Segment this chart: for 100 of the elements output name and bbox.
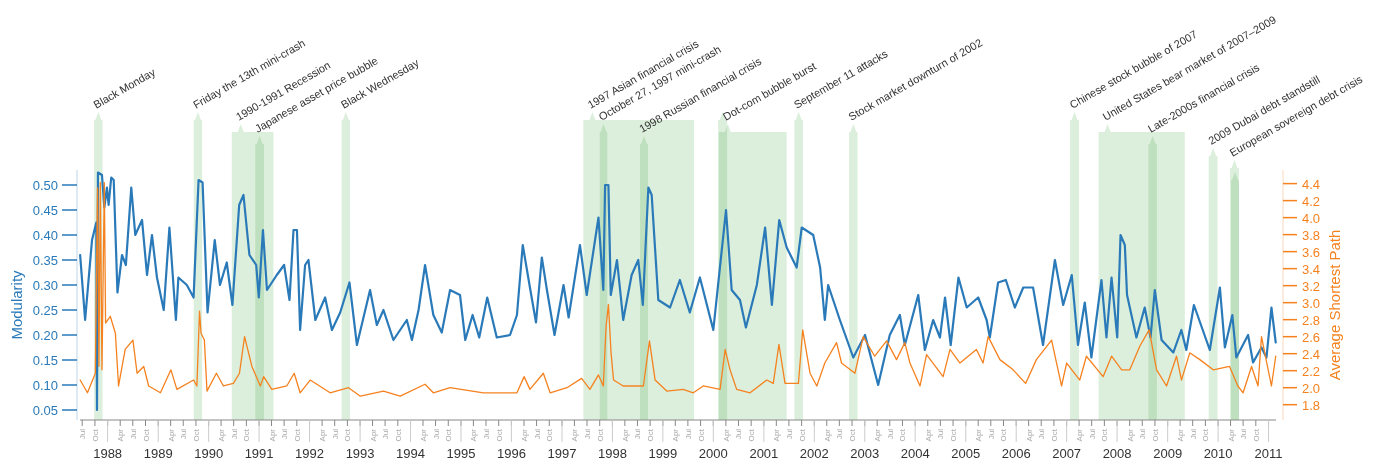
x2-tick-label: 2006 <box>1001 446 1031 461</box>
x-tick-label: Oct <box>1150 428 1160 442</box>
x-tick-label: Jul <box>936 428 946 440</box>
y2-tick-label: 2.4 <box>1302 346 1321 362</box>
y-tick-label: 0.30 <box>32 278 58 293</box>
x-tick-label: Jul <box>683 428 693 440</box>
x-tick-label: Apr <box>923 428 933 442</box>
x-tick-label: Jul <box>1188 428 1198 440</box>
x2-tick-label: 1997 <box>547 446 577 461</box>
x2-tick-label: 1999 <box>648 446 678 461</box>
x-tick-label: Jul <box>330 428 340 440</box>
x-tick-label: Jul <box>633 428 643 440</box>
x-tick-label: Jul <box>1037 428 1047 440</box>
x2-tick-label: 2005 <box>951 446 981 461</box>
x-tick-label: Jul <box>734 428 744 440</box>
x-tick-label: Oct <box>545 428 555 442</box>
x-tick-label: Jul <box>532 428 542 440</box>
x-tick-label: Apr <box>519 428 529 442</box>
y2-tick-label: 4.0 <box>1302 210 1321 226</box>
y2-tick-label: 3.2 <box>1302 278 1321 294</box>
y2-tick-label: 2.2 <box>1302 363 1321 379</box>
x2-tick-label: 2011 <box>1254 446 1283 461</box>
x-tick-label: Oct <box>696 428 706 442</box>
x2-tick-label: 2000 <box>698 446 728 461</box>
x2-tick-label: 1993 <box>345 446 375 461</box>
y-tick-label: 0.45 <box>32 203 58 218</box>
x-tick-label: Oct <box>1100 428 1110 442</box>
x-tick-label: Apr <box>873 428 883 442</box>
x-tick-label: Oct <box>797 428 807 442</box>
x-tick-label: Jul <box>381 428 391 440</box>
x-tick-label: Apr <box>721 428 731 442</box>
x-tick-label: Oct <box>747 428 757 442</box>
x2-tick-label: 2009 <box>1153 446 1183 461</box>
x-tick-label: Jul <box>179 428 189 440</box>
x2-tick-label: 2010 <box>1203 446 1233 461</box>
x-tick-label: Jul <box>1138 428 1148 440</box>
x-tick-label: Oct <box>393 428 403 442</box>
x2-tick-label: 2008 <box>1102 446 1132 461</box>
x2-tick-label: 2001 <box>749 446 779 461</box>
x2-tick-label: 2004 <box>900 446 930 461</box>
x-tick-label: Apr <box>822 428 832 442</box>
y2-tick-label: 3.0 <box>1302 295 1321 311</box>
y2-axis-title: Average Shortest Path <box>1326 229 1343 381</box>
x-tick-label: Apr <box>620 428 630 442</box>
x2-tick-label: 1998 <box>597 446 627 461</box>
x-tick-label: Apr <box>1075 428 1085 442</box>
x-tick-label: Apr <box>267 428 277 442</box>
x-tick-label: Apr <box>217 428 227 442</box>
x-tick-label: Oct <box>292 428 302 442</box>
x-tick-label: Jul <box>885 428 895 440</box>
x-tick-label: Apr <box>1125 428 1135 442</box>
y-tick-label: 0.05 <box>32 403 58 418</box>
x2-tick-label: 1994 <box>396 446 425 461</box>
x-tick-label: Apr <box>116 428 126 442</box>
x-tick-label: Jul <box>280 428 290 440</box>
x-tick-label: Oct <box>444 428 454 442</box>
x2-tick-label: 1988 <box>93 446 123 461</box>
x-tick-label: Oct <box>141 428 151 442</box>
x2-tick-label: 2002 <box>799 446 829 461</box>
y2-tick-label: 2.0 <box>1302 380 1321 396</box>
y2-tick-label: 4.2 <box>1302 193 1321 209</box>
x2-tick-label: 1989 <box>143 446 173 461</box>
y-tick-label: 0.15 <box>32 353 58 368</box>
x-tick-label: Apr <box>1176 428 1186 442</box>
x-tick-label: Apr <box>570 428 580 442</box>
x-tick-label: Apr <box>368 428 378 442</box>
x-tick-label: Oct <box>949 428 959 442</box>
x2-tick-label: 1992 <box>295 446 324 461</box>
x-tick-label: Jul <box>229 428 239 440</box>
x2-tick-label: 1990 <box>194 446 224 461</box>
x2-tick-label: 1995 <box>446 446 476 461</box>
x2-tick-label: 1996 <box>496 446 526 461</box>
x2-tick-label: 2003 <box>850 446 880 461</box>
x-tick-label: Apr <box>974 428 984 442</box>
x-tick-label: Jul <box>1087 428 1097 440</box>
x-tick-label: Oct <box>898 428 908 442</box>
y-tick-label: 0.35 <box>32 253 58 268</box>
x-tick-label: Apr <box>166 428 176 442</box>
x-tick-label: Apr <box>418 428 428 442</box>
x-tick-label: Jul <box>583 428 592 440</box>
x-tick-label: Apr <box>1226 428 1236 442</box>
x-tick-label: Jul <box>431 428 441 440</box>
x-tick-label: Jul <box>128 428 138 440</box>
y-tick-label: 0.20 <box>32 328 58 343</box>
x-tick-label: Oct <box>999 428 1009 442</box>
y-axis-title: Modularity <box>8 269 25 340</box>
x-tick-label: Oct <box>1251 428 1261 442</box>
y2-tick-label: 3.4 <box>1302 261 1321 277</box>
y-tick-label: 0.25 <box>32 303 58 318</box>
x-tick-label: Oct <box>595 428 605 442</box>
x-tick-label: Oct <box>646 428 656 442</box>
x-tick-label: Oct <box>1201 428 1211 442</box>
x-tick-label: Oct <box>848 428 858 442</box>
x-tick-label: Apr <box>772 428 782 442</box>
y2-tick-label: 3.8 <box>1302 227 1321 243</box>
x-tick-label: Apr <box>671 428 681 442</box>
x-tick-label: Jul <box>784 428 794 440</box>
x-tick-label: Oct <box>494 428 504 442</box>
x-tick-label: Jul <box>835 428 845 440</box>
y2-tick-label: 3.6 <box>1302 244 1321 260</box>
